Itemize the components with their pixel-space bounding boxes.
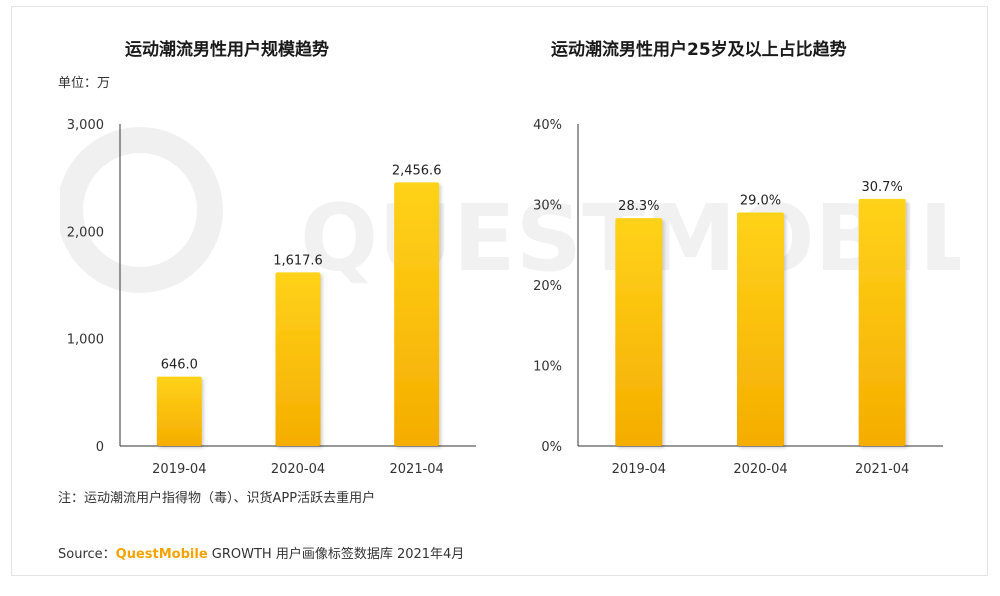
bar (275, 272, 321, 446)
y-tick-label: 1,000 (67, 333, 104, 348)
figure-frame (11, 6, 988, 576)
x-tick-label: 2019-04 (612, 462, 666, 477)
x-tick-label: 2021-04 (390, 462, 444, 477)
source-rest: GROWTH 用户画像标签数据库 2021年4月 (207, 547, 465, 562)
bar (858, 198, 906, 446)
x-tick-label: 2019-04 (152, 462, 206, 477)
data-label: 30.7% (862, 180, 903, 195)
bar (737, 212, 784, 446)
y-tick-label: 10% (533, 360, 562, 375)
bar-chart-user-scale: 0 1,000 2,000 3,000 646.0 2019-04 1,617.6 2020-… (67, 118, 476, 477)
source-brand: QuestMobile (115, 547, 208, 562)
x-tick-label: 2020-04 (271, 462, 325, 477)
y-tick-label: 0 (96, 440, 104, 455)
chart-title-right: 运动潮流男性用户25岁及以上占比趋势 (551, 40, 847, 60)
footnote: 注：运动潮流用户指得物（毒）、识货APP活跃去重用户 (58, 491, 376, 506)
chart-title-left: 运动潮流男性用户规模趋势 (125, 40, 329, 60)
y-tick-label: 2,000 (67, 225, 104, 240)
y-tick-label: 30% (533, 199, 562, 214)
data-label: 28.3% (618, 199, 659, 214)
data-label: 29.0% (740, 194, 781, 209)
source-prefix: Source： (58, 547, 116, 562)
data-label: 646.0 (161, 358, 198, 373)
bar (394, 182, 440, 446)
y-tick-label: 20% (533, 279, 562, 294)
bar (156, 376, 202, 446)
y-tick-label: 0% (541, 440, 562, 455)
x-tick-label: 2021-04 (855, 462, 909, 477)
y-tick-label: 3,000 (67, 118, 104, 133)
data-label: 1,617.6 (273, 253, 323, 268)
x-tick-label: 2020-04 (733, 462, 787, 477)
unit-label: 单位：万 (58, 76, 111, 91)
y-tick-label: 40% (533, 118, 562, 133)
bar (615, 218, 663, 446)
data-label: 2,456.6 (392, 163, 442, 178)
source-line: Source：QuestMobile GROWTH 用户画像标签数据库 2021… (58, 543, 464, 562)
